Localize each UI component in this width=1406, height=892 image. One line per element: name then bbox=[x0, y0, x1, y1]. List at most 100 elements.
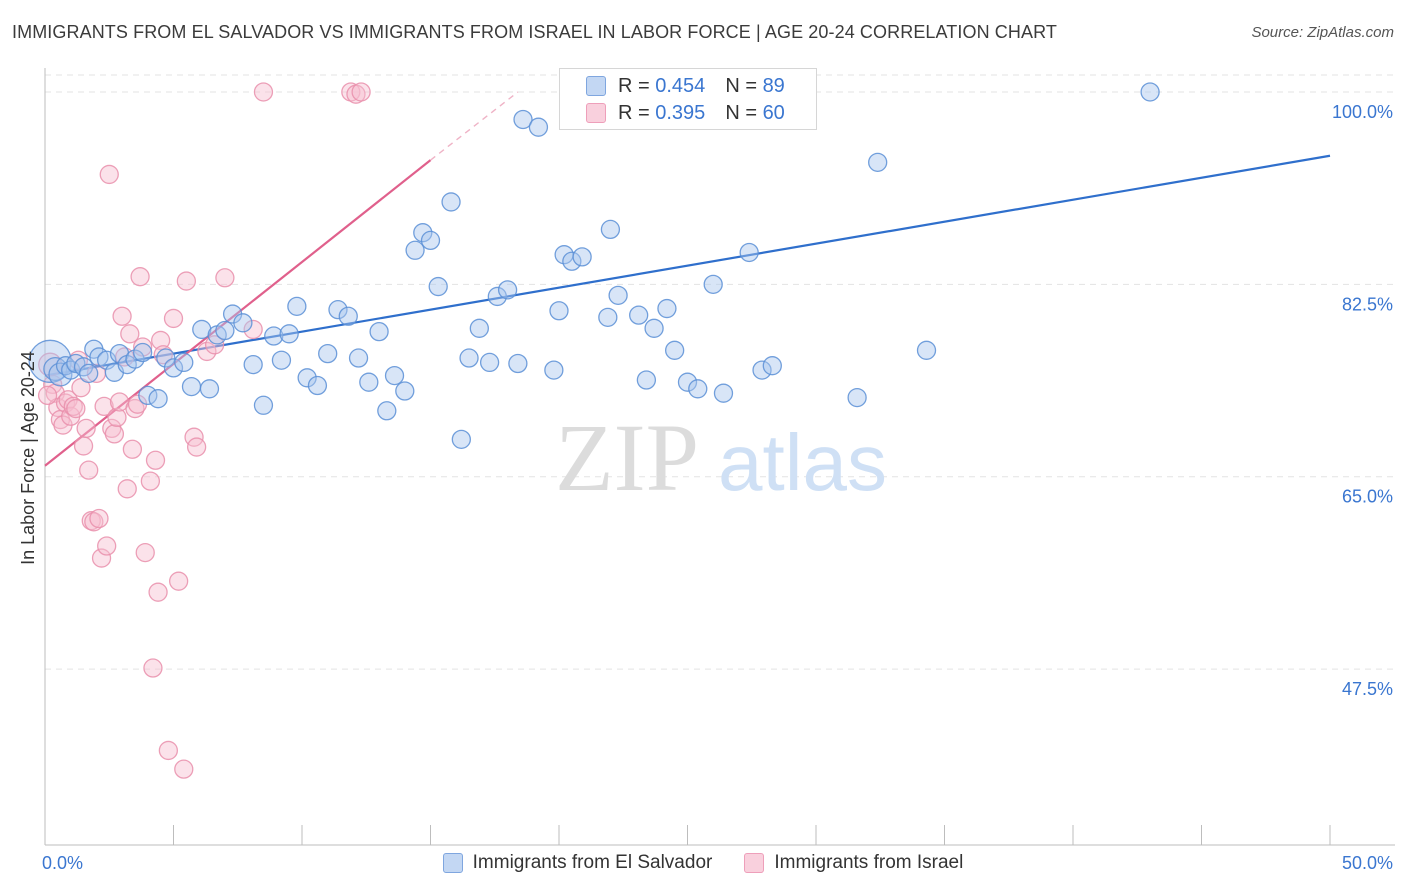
data-point-blue bbox=[125, 349, 145, 369]
data-point-blue bbox=[163, 358, 184, 378]
watermark-atlas: atlas bbox=[718, 418, 887, 507]
data-point-blue bbox=[549, 301, 569, 321]
data-point-pink bbox=[150, 330, 171, 351]
data-point-blue bbox=[459, 348, 479, 368]
legend-label: Immigrants from El Salvador bbox=[472, 852, 713, 873]
data-point-blue bbox=[271, 350, 292, 370]
data-point-pink bbox=[186, 437, 207, 457]
data-point-blue bbox=[307, 375, 328, 396]
y-tick-label: 65.0% bbox=[1342, 487, 1393, 507]
data-point-pink bbox=[197, 341, 217, 362]
y-tick-label: 47.5% bbox=[1342, 679, 1393, 699]
data-point-blue bbox=[441, 192, 461, 212]
legend-item-israel[interactable]: Immigrants from Israel bbox=[744, 852, 963, 874]
data-point-pink bbox=[107, 407, 127, 428]
legend-swatch-pink bbox=[586, 103, 606, 123]
data-point-blue bbox=[847, 387, 867, 408]
legend-item-el-salvador[interactable]: Immigrants from El Salvador bbox=[442, 852, 713, 874]
data-point-blue bbox=[513, 109, 533, 130]
x-tick-label: 50.0% bbox=[1342, 853, 1393, 873]
data-point-blue bbox=[174, 352, 194, 373]
data-point-blue bbox=[243, 354, 263, 375]
data-point-blue bbox=[916, 340, 937, 360]
data-point-blue bbox=[752, 360, 772, 380]
data-point-blue bbox=[636, 370, 657, 390]
data-point-pink bbox=[94, 396, 114, 417]
data-point-blue bbox=[79, 363, 99, 384]
data-point-pink bbox=[351, 82, 371, 102]
data-point-blue bbox=[156, 348, 176, 368]
data-point-blue bbox=[138, 385, 158, 406]
data-point-blue bbox=[703, 274, 723, 295]
chart-title: IMMIGRANTS FROM EL SALVADOR VS IMMIGRANT… bbox=[12, 22, 1057, 42]
data-point-blue bbox=[608, 285, 628, 306]
legend-label: Immigrants from Israel bbox=[774, 852, 964, 873]
legend-n-label: N = bbox=[725, 74, 757, 97]
data-point-blue bbox=[657, 298, 677, 319]
data-point-blue bbox=[479, 352, 500, 373]
data-point-blue bbox=[215, 320, 235, 341]
data-point-pink bbox=[97, 536, 117, 556]
y-tick-label: 100.0% bbox=[1332, 102, 1393, 122]
stats-legend: R = 0.454 N = 89 R = 0.395 N = 60 bbox=[559, 68, 817, 130]
data-point-blue bbox=[562, 251, 582, 271]
data-point-pink bbox=[174, 759, 194, 779]
data-point-blue bbox=[395, 381, 415, 401]
data-point-blue bbox=[451, 429, 471, 450]
data-point-pink bbox=[243, 319, 263, 340]
legend-swatch-blue bbox=[442, 853, 463, 873]
legend-r-label: R = bbox=[618, 101, 650, 124]
data-point-blue bbox=[384, 365, 405, 386]
watermark: ZIP atlas bbox=[555, 404, 887, 511]
data-point-pink bbox=[135, 542, 155, 563]
data-point-pink bbox=[140, 471, 161, 491]
data-point-pink bbox=[158, 740, 179, 761]
data-point-blue bbox=[328, 299, 348, 320]
data-point-blue bbox=[665, 340, 685, 360]
trendline-pink bbox=[44, 159, 432, 467]
data-point-pink bbox=[73, 436, 94, 456]
legend-n-label: N = bbox=[725, 101, 757, 124]
data-point-blue bbox=[428, 276, 448, 297]
data-point-pink bbox=[163, 308, 184, 329]
data-point-pink bbox=[84, 512, 104, 532]
data-point-pink bbox=[104, 424, 125, 444]
data-point-blue bbox=[420, 230, 441, 251]
trendline-blue bbox=[44, 154, 1331, 377]
data-point-pink bbox=[133, 337, 153, 357]
data-point-blue bbox=[377, 401, 397, 421]
data-point-pink bbox=[117, 479, 137, 499]
data-point-blue bbox=[253, 395, 274, 415]
legend-r-label: R = bbox=[618, 74, 650, 97]
data-point-pink bbox=[153, 345, 173, 365]
data-point-pink bbox=[130, 267, 150, 287]
data-point-pink bbox=[76, 418, 96, 439]
legend-r-value: 0.395 bbox=[655, 101, 706, 124]
legend-row-el-salvador: R = 0.454 N = 89 bbox=[586, 73, 785, 99]
data-point-blue bbox=[487, 286, 507, 307]
legend-n-value: 60 bbox=[762, 101, 785, 124]
data-point-blue bbox=[287, 296, 307, 316]
data-point-pink bbox=[120, 324, 140, 344]
data-point-pink bbox=[99, 164, 119, 185]
data-point-blue bbox=[369, 321, 389, 342]
data-point-pink bbox=[79, 460, 99, 480]
data-point-pink bbox=[112, 306, 132, 326]
data-point-blue bbox=[739, 242, 759, 263]
trendline-extension-pink bbox=[430, 91, 519, 161]
data-point-blue bbox=[348, 348, 369, 368]
data-point-pink bbox=[63, 396, 83, 417]
data-point-blue bbox=[405, 240, 425, 260]
data-point-blue bbox=[572, 247, 592, 267]
data-point-blue bbox=[338, 306, 358, 326]
x-tick-label: 0.0% bbox=[42, 853, 83, 873]
data-point-pink bbox=[145, 450, 166, 470]
data-point-blue bbox=[359, 372, 379, 392]
data-point-blue bbox=[181, 376, 202, 397]
data-point-pink bbox=[168, 571, 189, 591]
y-tick-label: 82.5% bbox=[1342, 294, 1393, 314]
data-point-pink bbox=[122, 439, 143, 459]
data-point-pink bbox=[91, 548, 112, 568]
data-point-blue bbox=[497, 280, 518, 300]
data-point-blue bbox=[199, 379, 220, 399]
